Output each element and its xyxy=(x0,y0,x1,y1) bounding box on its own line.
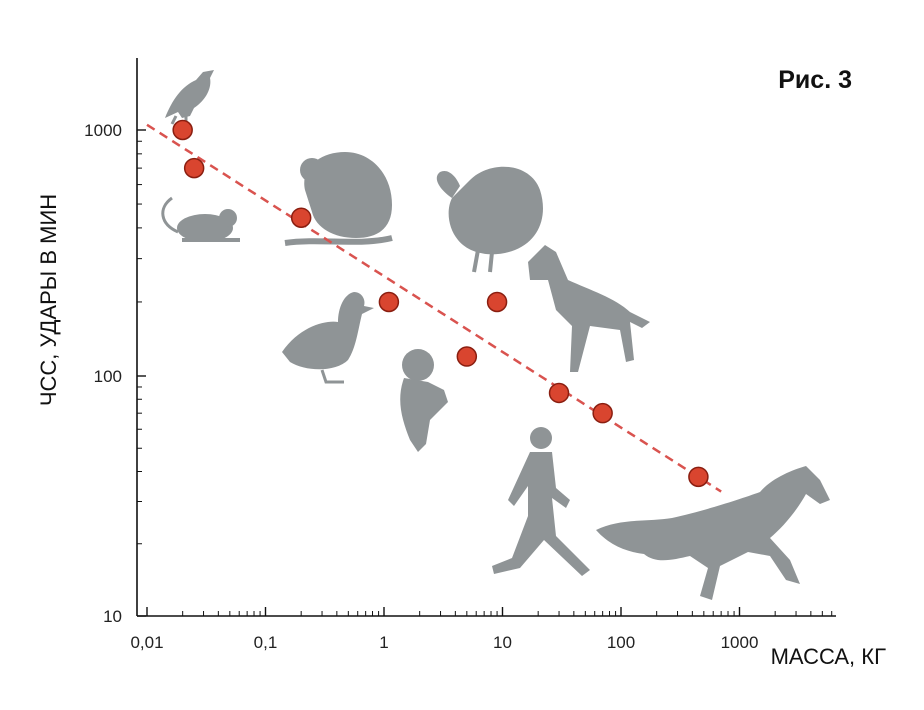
data-point xyxy=(486,291,508,313)
rat-icon xyxy=(284,152,393,246)
human-icon xyxy=(492,427,590,576)
x-tick-label: 10 xyxy=(493,633,512,652)
x-tick-label: 100 xyxy=(607,633,635,652)
trend-line xyxy=(146,123,722,493)
y-tick-label: 10 xyxy=(103,607,122,626)
data-point xyxy=(172,119,193,141)
silhouettes xyxy=(161,70,830,600)
x-tick-label: 1000 xyxy=(721,633,759,652)
axes xyxy=(136,58,836,617)
x-tick-labels: 0,01 0,1 1 10 100 1000 xyxy=(130,633,758,652)
turkey-icon xyxy=(436,166,543,273)
horse-icon xyxy=(596,466,830,600)
data-point xyxy=(688,466,709,488)
data-points xyxy=(172,119,709,488)
x-tick-label: 0,1 xyxy=(254,633,278,652)
small-dog-icon xyxy=(400,349,448,452)
x-tick-label: 0,01 xyxy=(130,633,163,652)
data-point xyxy=(456,346,478,367)
data-point xyxy=(548,382,570,404)
y-tick-label: 1000 xyxy=(84,121,122,140)
data-point xyxy=(290,207,312,228)
y-axis-title: ЧСС, УДАРЫ В МИН xyxy=(36,194,61,406)
x-ticks xyxy=(146,607,833,616)
dog-icon xyxy=(528,245,650,372)
y-tick-label: 100 xyxy=(94,367,122,386)
x-axis-title: МАССА, КГ xyxy=(771,644,887,669)
data-point xyxy=(378,291,400,313)
x-tick-label: 1 xyxy=(379,633,388,652)
data-point xyxy=(183,157,205,179)
mouse-icon xyxy=(161,196,240,242)
bird-icon xyxy=(165,70,214,125)
data-point xyxy=(592,402,613,424)
y-tick-labels: 10 100 1000 xyxy=(84,121,122,626)
figure-label: Рис. 3 xyxy=(778,66,852,94)
duck-icon xyxy=(282,292,374,384)
y-ticks xyxy=(137,129,146,617)
